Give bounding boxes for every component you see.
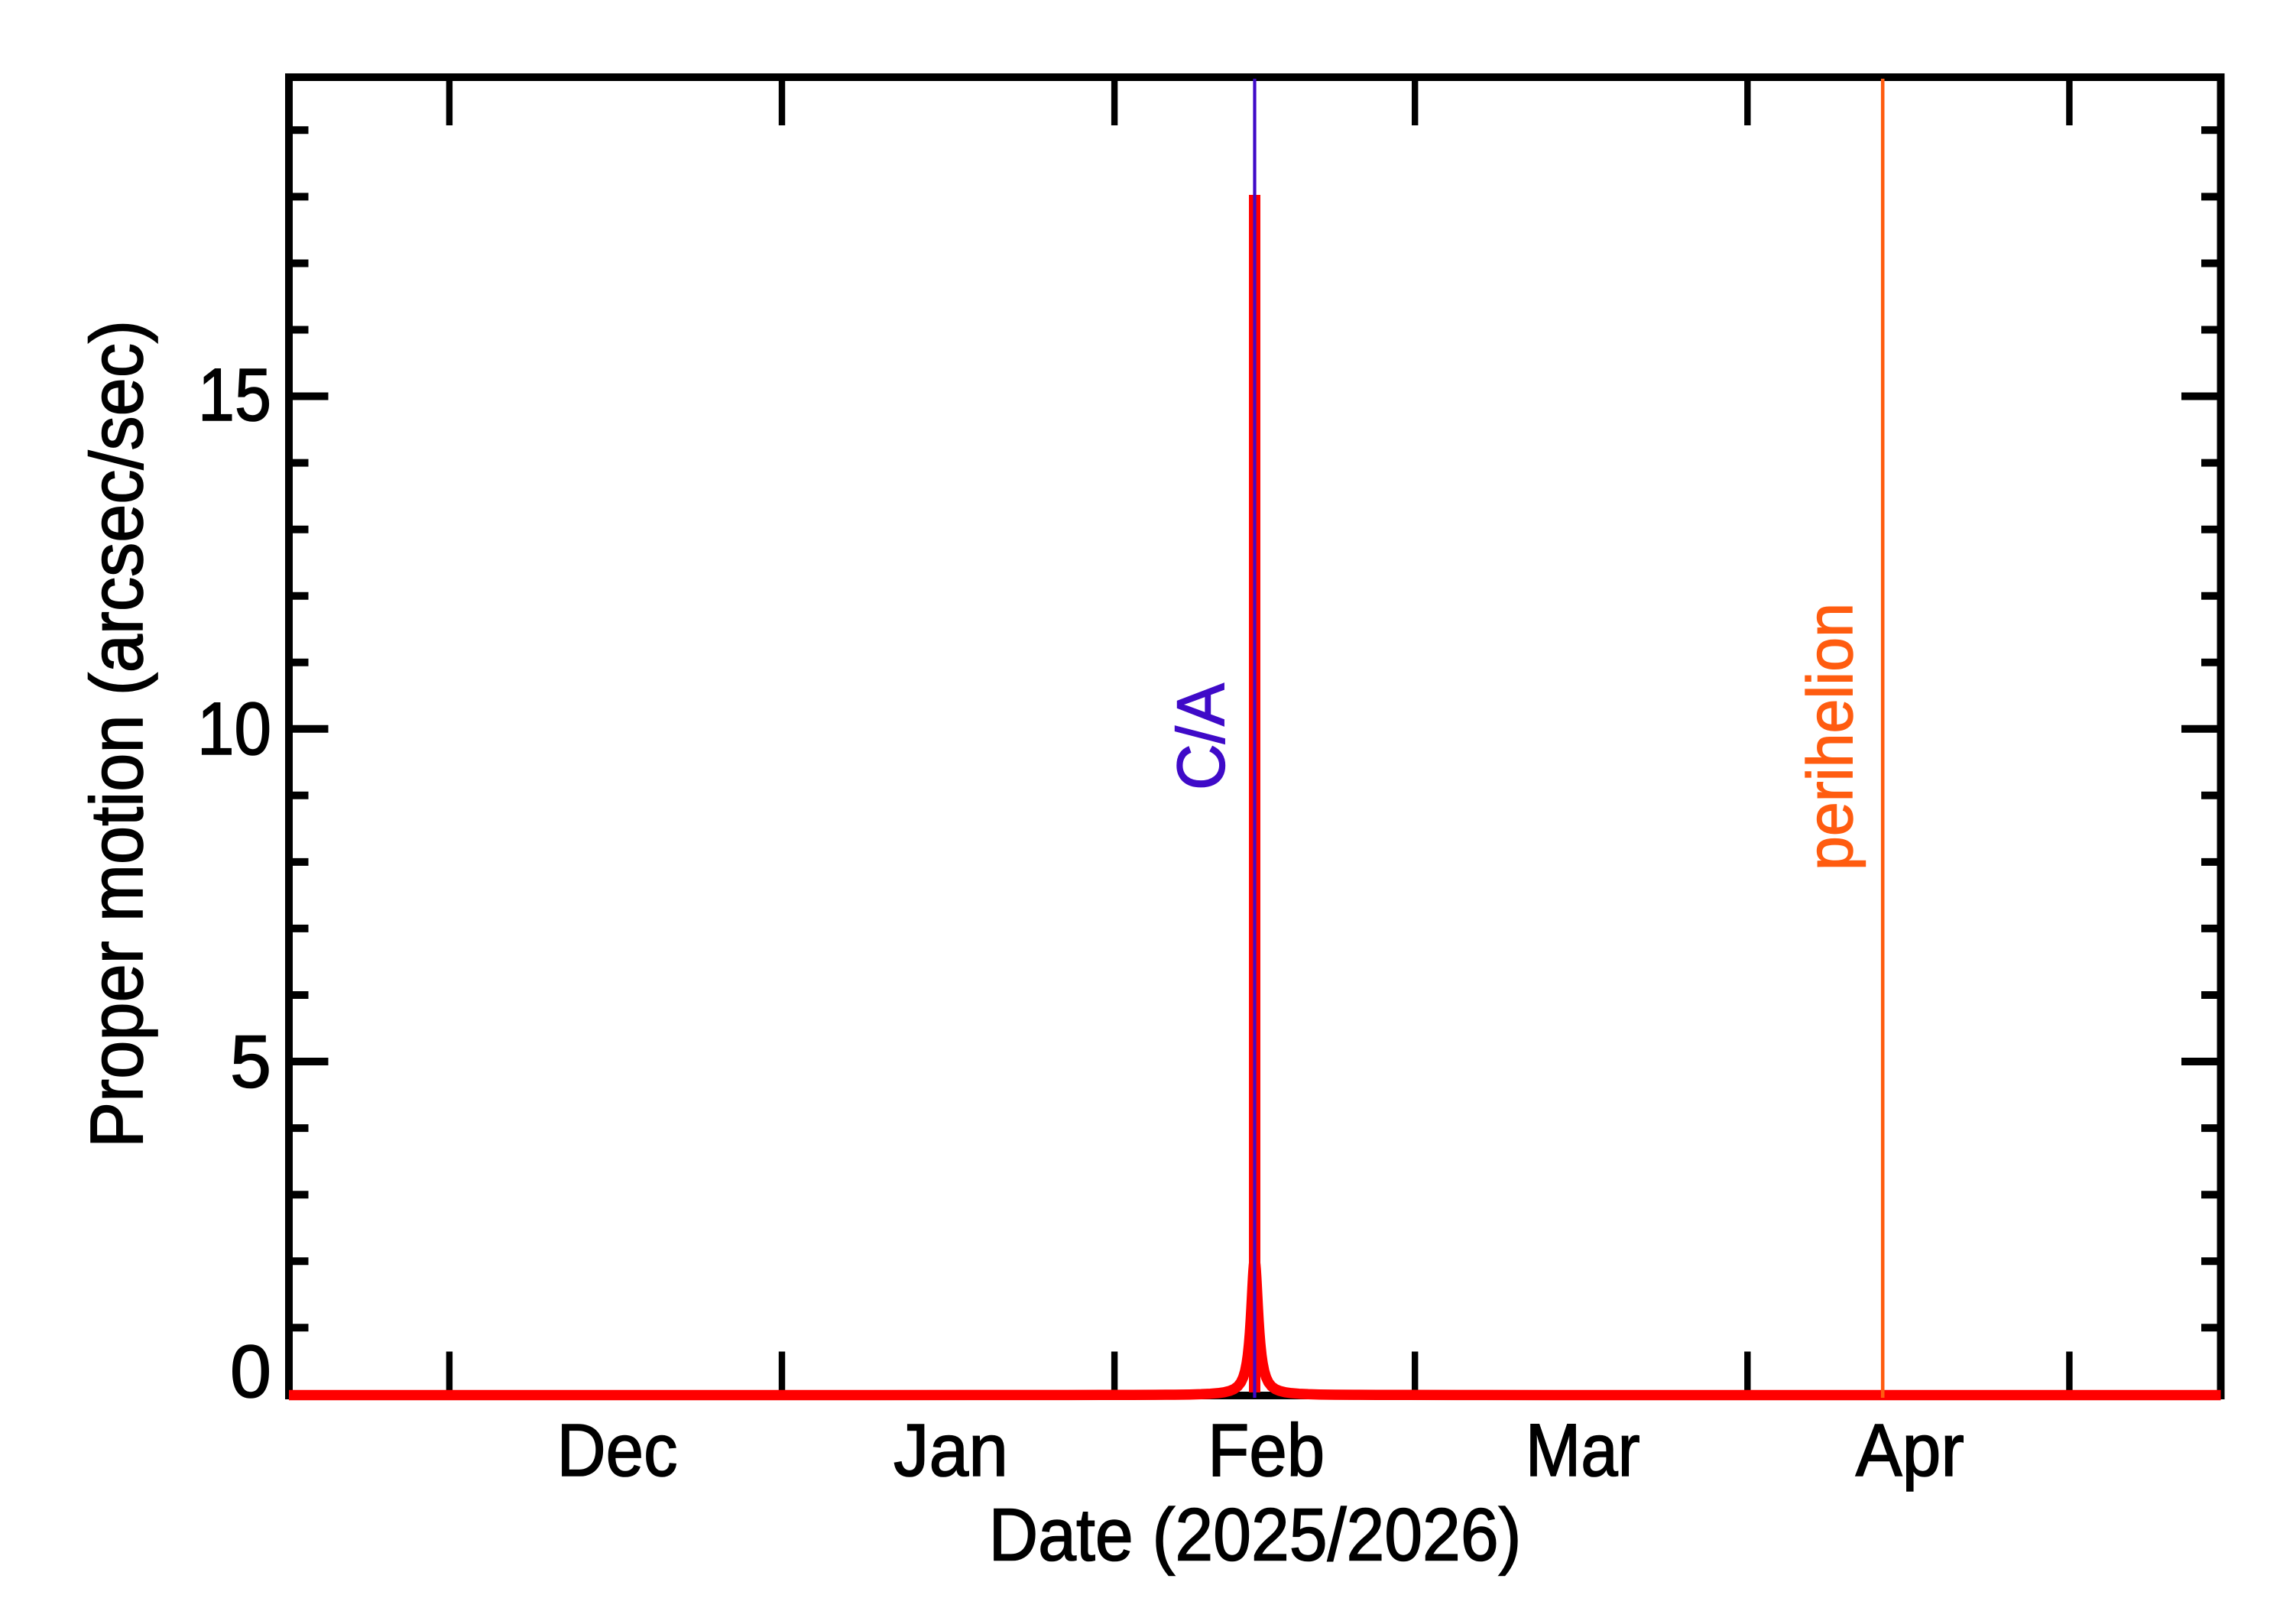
- svg-text:Dec: Dec: [557, 1408, 678, 1492]
- svg-text:5: 5: [230, 1020, 271, 1104]
- svg-text:perihelion: perihelion: [1794, 603, 1866, 870]
- svg-text:Date (2025/2026): Date (2025/2026): [989, 1493, 1522, 1577]
- svg-text:C/A: C/A: [1163, 683, 1238, 790]
- svg-text:Jan: Jan: [894, 1408, 1008, 1492]
- svg-text:15: 15: [198, 353, 271, 436]
- svg-text:Apr: Apr: [1856, 1408, 1964, 1492]
- svg-text:10: 10: [197, 687, 271, 770]
- svg-text:Proper motion (arcsec/sec): Proper motion (arcsec/sec): [75, 320, 158, 1148]
- svg-text:Mar: Mar: [1526, 1408, 1640, 1492]
- svg-text:0: 0: [230, 1330, 271, 1413]
- svg-text:Feb: Feb: [1208, 1408, 1325, 1492]
